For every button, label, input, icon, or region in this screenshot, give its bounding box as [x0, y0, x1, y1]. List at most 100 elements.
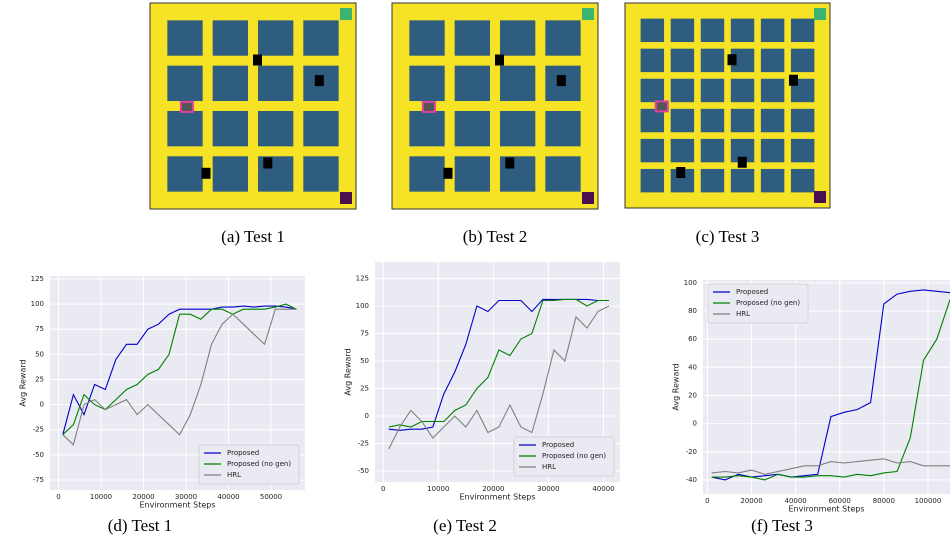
maze-room — [760, 78, 785, 103]
maze-room — [790, 18, 815, 43]
maze-room — [700, 48, 725, 73]
x-tick-label: 30000 — [175, 493, 197, 501]
key-icon — [556, 75, 566, 87]
x-axis-label: Environment Steps — [459, 493, 535, 502]
maze-room — [640, 18, 665, 43]
start-cell — [340, 192, 352, 204]
caption: (f) Test 3 — [751, 516, 813, 535]
x-tick-label: 0 — [56, 493, 60, 501]
maze-room — [700, 108, 725, 133]
series-line — [388, 305, 610, 450]
legend-label: Proposed (no gen) — [542, 452, 606, 460]
y-tick-label: -40 — [686, 476, 697, 484]
y-tick-label: -50 — [358, 467, 369, 475]
x-tick-label: 30000 — [537, 485, 559, 493]
legend-label: HRL — [542, 463, 556, 471]
maze-room — [167, 156, 203, 192]
maze-room — [409, 65, 445, 102]
maze-room — [700, 138, 725, 163]
y-tick-label: 75 — [35, 325, 44, 333]
legend-box — [707, 283, 809, 324]
y-tick-label: 40 — [688, 363, 697, 371]
maze-room — [640, 48, 665, 73]
key-icon — [314, 75, 324, 87]
y-tick-label: -20 — [686, 448, 697, 456]
x-tick-label: 20000 — [482, 485, 504, 493]
x-tick-label: 100000 — [915, 497, 942, 505]
maze-room — [670, 78, 695, 103]
key-icon — [253, 54, 262, 66]
maze-room — [730, 78, 755, 103]
y-axis-label: Avg Reward — [344, 348, 353, 395]
y-tick-label: 50 — [360, 357, 369, 365]
maze-room — [167, 65, 203, 102]
legend-label: Proposed — [736, 288, 768, 296]
maze-room — [409, 156, 445, 192]
door — [179, 100, 194, 113]
y-tick-label: 75 — [360, 330, 369, 338]
y-tick-label: 60 — [688, 335, 697, 343]
caption: (e) Test 2 — [433, 516, 497, 535]
maze-room — [760, 138, 785, 163]
maze-room — [640, 108, 665, 133]
door — [654, 100, 669, 113]
y-tick-label: 0 — [365, 412, 369, 420]
y-tick-label: 125 — [356, 275, 369, 283]
caption: (b) Test 2 — [463, 227, 528, 246]
maze-room — [670, 108, 695, 133]
maze-room — [257, 156, 294, 192]
y-tick-label: -50 — [33, 451, 44, 459]
goal-cell — [582, 8, 594, 20]
series-line — [62, 308, 297, 446]
maze-room — [760, 108, 785, 133]
y-tick-label: 20 — [688, 391, 697, 399]
key-icon — [727, 54, 737, 66]
key-icon — [676, 167, 686, 178]
x-axis-label: Environment Steps — [788, 505, 864, 514]
x-tick-label: 40000 — [217, 493, 239, 501]
maze-room — [454, 65, 491, 102]
y-tick-label: -25 — [358, 440, 369, 448]
x-tick-label: 0 — [381, 485, 385, 493]
maze-room — [212, 156, 249, 192]
maze-room — [167, 110, 203, 147]
legend-label: HRL — [227, 471, 241, 479]
maze-room — [545, 156, 581, 192]
x-tick-label: 10000 — [427, 485, 449, 493]
maze-room — [640, 138, 665, 163]
x-axis-label: Environment Steps — [139, 501, 215, 510]
series-line — [62, 305, 297, 435]
series-line — [388, 298, 609, 428]
goal-cell — [340, 8, 352, 20]
x-tick-label: 60000 — [829, 497, 851, 505]
maze-room — [730, 138, 755, 163]
y-tick-label: -75 — [33, 476, 44, 484]
maze-room — [760, 168, 785, 193]
y-tick-label: 125 — [31, 275, 44, 283]
goal-cell — [814, 8, 826, 20]
maze-room — [670, 48, 695, 73]
key-icon — [495, 54, 504, 66]
y-tick-label: 25 — [360, 385, 369, 393]
legend-label: Proposed — [542, 441, 574, 449]
maze-room — [640, 168, 665, 193]
maze-room — [454, 156, 491, 192]
maze-room — [545, 20, 581, 56]
maze-room — [760, 48, 785, 73]
legend-box — [513, 436, 615, 477]
caption: (a) Test 1 — [221, 227, 285, 246]
maze-room — [499, 110, 536, 147]
maze-room — [454, 20, 491, 56]
y-tick-label: 100 — [31, 300, 44, 308]
series-line — [711, 299, 950, 481]
legend-label: HRL — [736, 310, 750, 318]
maze-room — [303, 20, 339, 56]
maze-room — [730, 48, 755, 73]
maze-room — [730, 168, 755, 193]
y-axis-label: Avg Reward — [19, 359, 28, 406]
maze-room — [545, 110, 581, 147]
start-cell — [814, 191, 826, 203]
y-tick-label: 0 — [40, 401, 44, 409]
maze-room — [257, 110, 294, 147]
